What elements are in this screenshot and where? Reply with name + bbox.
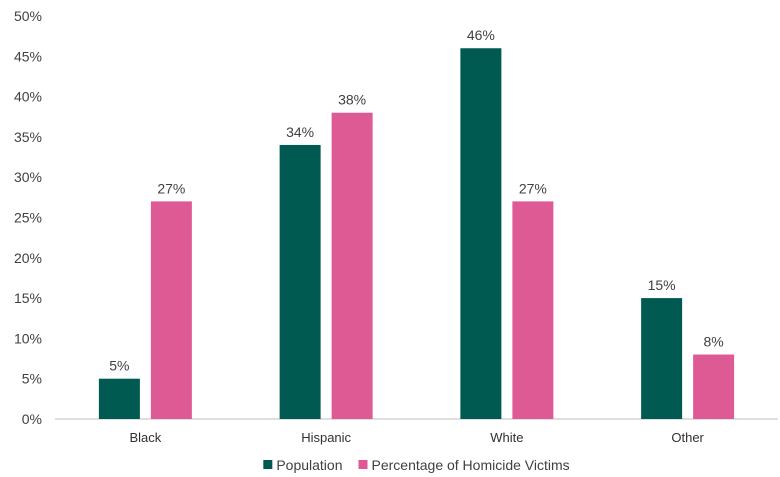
legend-item-percentage-of-homicide-victims: Percentage of Homicide Victims [358, 457, 570, 473]
bar-population-black [98, 378, 140, 419]
y-tick-label: 10% [14, 330, 42, 346]
y-tick-label: 45% [14, 48, 42, 64]
data-label: 38% [338, 92, 366, 108]
data-label: 27% [519, 180, 547, 196]
x-axis: Black Hispanic White Other [129, 430, 704, 445]
data-label: 15% [648, 277, 676, 293]
legend-label: Population [276, 457, 342, 473]
data-label: 46% [467, 27, 495, 43]
x-tick-label: Hispanic [301, 430, 351, 445]
y-tick-label: 5% [22, 371, 42, 387]
data-label: 5% [109, 358, 129, 374]
data-label: 27% [157, 180, 185, 196]
bar-percentage-of-homicide-victims-white [512, 201, 554, 419]
bar-population-white [460, 48, 502, 420]
y-tick-label: 40% [14, 89, 42, 105]
legend-swatch [263, 460, 273, 469]
legend-item-population: Population [263, 457, 343, 473]
bar-percentage-of-homicide-victims-hispanic [331, 112, 373, 419]
legend: Population Percentage of Homicide Victims [263, 457, 570, 473]
data-label: 8% [704, 334, 724, 350]
legend-label: Percentage of Homicide Victims [372, 457, 570, 473]
y-tick-label: 35% [14, 129, 42, 145]
y-tick-label: 30% [14, 169, 42, 185]
legend-swatch [358, 460, 368, 469]
x-tick-label: White [490, 430, 523, 445]
bar-percentage-of-homicide-victims-black [150, 201, 192, 419]
x-tick-label: Black [129, 430, 161, 445]
bar-percentage-of-homicide-victims-other [693, 354, 735, 419]
x-tick-label: Other [671, 430, 704, 445]
y-tick-label: 15% [14, 290, 42, 306]
bars-group: 5% 27% 34% 38% 46% 27% 15% 8% [98, 27, 735, 420]
y-tick-label: 20% [14, 250, 42, 266]
y-axis: 0% 5% 10% 15% 20% 25% 30% 35% 40% 45% 50% [14, 8, 42, 427]
bar-population-hispanic [279, 144, 321, 419]
y-tick-label: 0% [22, 411, 42, 427]
data-label: 34% [286, 124, 314, 140]
bar-population-other [641, 298, 683, 419]
y-tick-label: 50% [14, 8, 42, 24]
y-tick-label: 25% [14, 210, 42, 226]
